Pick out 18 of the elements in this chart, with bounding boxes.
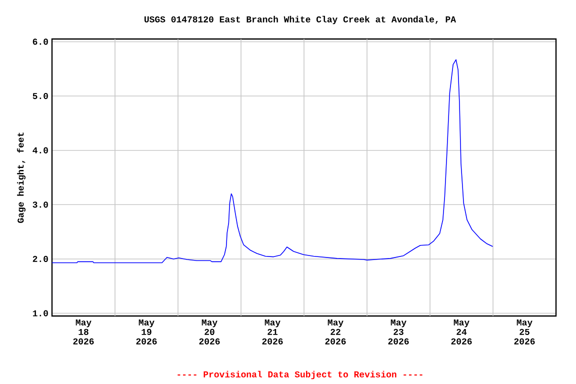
x-tick-label: May 19 2026: [136, 320, 157, 344]
x-tick-label: May 23 2026: [388, 320, 409, 344]
x-tick-label: May 24 2026: [451, 320, 472, 344]
y-tick-label: 2.0: [32, 256, 48, 262]
y-tick-label: 3.0: [32, 202, 48, 208]
y-tick-label: 4.0: [32, 147, 48, 154]
y-axis-title: Gage height, feet: [16, 132, 26, 223]
x-tick-label: May 25 2026: [514, 320, 535, 344]
text: ---- Provisional Data Subject to Revision ----: [178, 370, 422, 380]
x-tick-label: May 21 2026: [262, 320, 283, 344]
y-tick-label: 6.0: [32, 38, 48, 45]
x-tick-label: May 22 2026: [325, 320, 346, 344]
y-tick-label: 1.0: [32, 310, 48, 316]
chart-title: USGS 01478120 East Branch White Clay Creek at Avondale, PA: [144, 16, 456, 24]
x-tick-label: May 20 2026: [199, 320, 220, 344]
line-series: [52, 59, 494, 264]
x-tick-label: May 18 2026: [73, 320, 94, 344]
y-tick-label: 5.0: [32, 92, 48, 100]
